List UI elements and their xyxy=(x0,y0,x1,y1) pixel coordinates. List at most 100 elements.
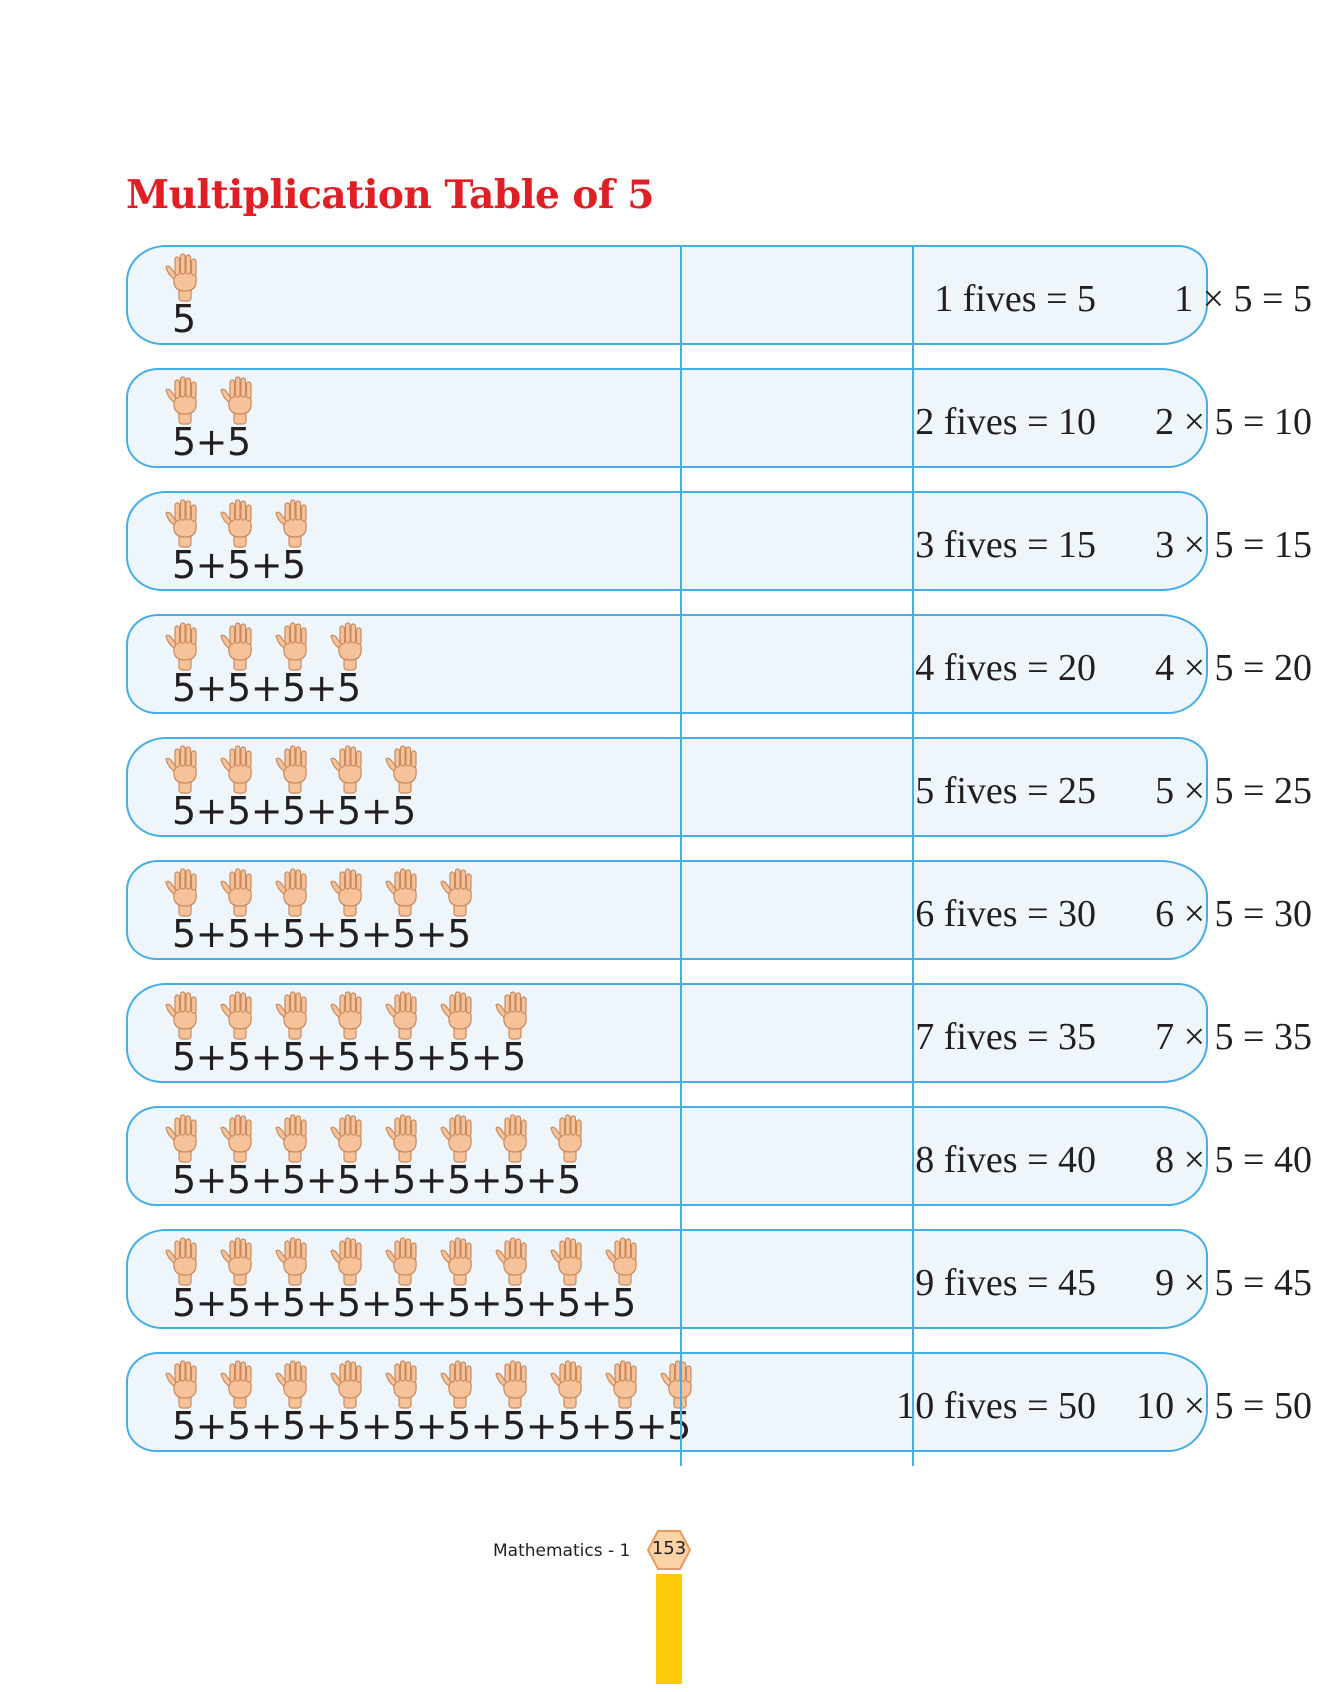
multiplication-fact: 7 × 5 = 35 xyxy=(1155,1016,1312,1058)
pencil-decoration xyxy=(656,1574,682,1684)
fives-statement: 1 fives = 5 xyxy=(934,278,1096,320)
open-hand-icon xyxy=(329,1237,369,1287)
open-hand-icon xyxy=(164,1114,204,1164)
hands-group xyxy=(164,991,534,1041)
open-hand-icon xyxy=(274,868,314,918)
open-hand-icon xyxy=(164,499,204,549)
multiplication-fact: 10 × 5 = 50 xyxy=(1136,1385,1312,1427)
hands-group xyxy=(164,253,204,303)
open-hand-icon xyxy=(329,1114,369,1164)
hands-group xyxy=(164,499,314,549)
open-hand-icon xyxy=(274,991,314,1041)
open-hand-icon xyxy=(219,1114,259,1164)
hexagon-badge-icon xyxy=(646,1530,692,1570)
hands-group xyxy=(164,1237,644,1287)
repeated-addition: 5+5+5+5+5+5+5+5+5 xyxy=(172,1281,636,1325)
multiplication-fact: 4 × 5 = 20 xyxy=(1155,647,1312,689)
open-hand-icon xyxy=(384,1114,424,1164)
open-hand-icon xyxy=(439,1114,479,1164)
open-hand-icon xyxy=(164,745,204,795)
hands-group xyxy=(164,376,259,426)
open-hand-icon xyxy=(329,868,369,918)
hands-group xyxy=(164,868,479,918)
open-hand-icon xyxy=(329,745,369,795)
multiplication-fact: 1 × 5 = 5 xyxy=(1174,278,1312,320)
repeated-addition: 5+5 xyxy=(172,420,251,464)
open-hand-icon xyxy=(494,1360,534,1410)
open-hand-icon xyxy=(549,1237,589,1287)
hands-group xyxy=(164,745,424,795)
fives-statement: 9 fives = 45 xyxy=(915,1262,1096,1304)
page-title: Multiplication Table of 5 xyxy=(126,172,654,218)
page-number: 153 xyxy=(651,1538,687,1559)
open-hand-icon xyxy=(164,1360,204,1410)
fives-statement: 4 fives = 20 xyxy=(915,647,1096,689)
open-hand-icon xyxy=(494,991,534,1041)
table-row: 5+5+5+5 4 fives = 20 4 × 5 = 20 xyxy=(126,614,1312,714)
open-hand-icon xyxy=(329,991,369,1041)
open-hand-icon xyxy=(549,1114,589,1164)
repeated-addition: 5+5+5+5+5+5+5+5+5+5 xyxy=(172,1404,691,1448)
open-hand-icon xyxy=(439,868,479,918)
open-hand-icon xyxy=(439,991,479,1041)
multiplication-fact: 8 × 5 = 40 xyxy=(1155,1139,1312,1181)
open-hand-icon xyxy=(219,376,259,426)
open-hand-icon xyxy=(274,622,314,672)
multiplication-fact: 2 × 5 = 10 xyxy=(1155,401,1312,443)
open-hand-icon xyxy=(659,1360,699,1410)
open-hand-icon xyxy=(219,991,259,1041)
open-hand-icon xyxy=(439,1360,479,1410)
multiplication-fact: 5 × 5 = 25 xyxy=(1155,770,1312,812)
column-divider-2 xyxy=(912,245,914,1466)
open-hand-icon xyxy=(274,1114,314,1164)
multiplication-fact: 6 × 5 = 30 xyxy=(1155,893,1312,935)
open-hand-icon xyxy=(494,1114,534,1164)
open-hand-icon xyxy=(164,622,204,672)
open-hand-icon xyxy=(384,868,424,918)
column-divider-1 xyxy=(680,245,682,1466)
table-row: 5 1 fives = 5 1 × 5 = 5 xyxy=(126,245,1312,345)
fives-statement: 7 fives = 35 xyxy=(915,1016,1096,1058)
open-hand-icon xyxy=(549,1360,589,1410)
multiplication-fact: 9 × 5 = 45 xyxy=(1155,1262,1312,1304)
hands-group xyxy=(164,1360,699,1410)
table-row: 5+5+5+5+5+5 6 fives = 30 6 × 5 = 30 xyxy=(126,860,1312,960)
open-hand-icon xyxy=(164,253,204,303)
multiplication-table: 5 1 fives = 5 1 × 5 = 5 5+5 2 fives = 10 2 × … xyxy=(126,245,1312,1475)
fives-statement: 2 fives = 10 xyxy=(915,401,1096,443)
open-hand-icon xyxy=(329,1360,369,1410)
fives-statement: 5 fives = 25 xyxy=(915,770,1096,812)
table-row: 5+5+5+5+5 5 fives = 25 5 × 5 = 25 xyxy=(126,737,1312,837)
open-hand-icon xyxy=(219,868,259,918)
open-hand-icon xyxy=(219,1360,259,1410)
open-hand-icon xyxy=(384,1237,424,1287)
open-hand-icon xyxy=(164,1237,204,1287)
open-hand-icon xyxy=(604,1360,644,1410)
hands-group xyxy=(164,622,369,672)
repeated-addition: 5+5+5 xyxy=(172,543,306,587)
open-hand-icon xyxy=(604,1237,644,1287)
repeated-addition: 5+5+5+5+5+5+5 xyxy=(172,1035,526,1079)
table-row: 5+5+5+5+5+5+5 7 fives = 35 7 × 5 = 35 xyxy=(126,983,1312,1083)
open-hand-icon xyxy=(439,1237,479,1287)
fives-statement: 8 fives = 40 xyxy=(915,1139,1096,1181)
open-hand-icon xyxy=(219,622,259,672)
open-hand-icon xyxy=(274,1237,314,1287)
open-hand-icon xyxy=(219,1237,259,1287)
open-hand-icon xyxy=(219,745,259,795)
table-row: 5+5 2 fives = 10 2 × 5 = 10 xyxy=(126,368,1312,468)
open-hand-icon xyxy=(274,745,314,795)
open-hand-icon xyxy=(329,622,369,672)
repeated-addition: 5+5+5+5+5+5+5+5 xyxy=(172,1158,581,1202)
open-hand-icon xyxy=(274,1360,314,1410)
fives-statement: 6 fives = 30 xyxy=(915,893,1096,935)
repeated-addition: 5+5+5+5 xyxy=(172,666,361,710)
hands-group xyxy=(164,1114,589,1164)
repeated-addition: 5+5+5+5+5 xyxy=(172,789,416,833)
open-hand-icon xyxy=(384,745,424,795)
open-hand-icon xyxy=(164,376,204,426)
open-hand-icon xyxy=(384,991,424,1041)
multiplication-fact: 3 × 5 = 15 xyxy=(1155,524,1312,566)
repeated-addition: 5 xyxy=(172,297,196,341)
footer-book-title: Mathematics - 1 xyxy=(493,1541,631,1561)
